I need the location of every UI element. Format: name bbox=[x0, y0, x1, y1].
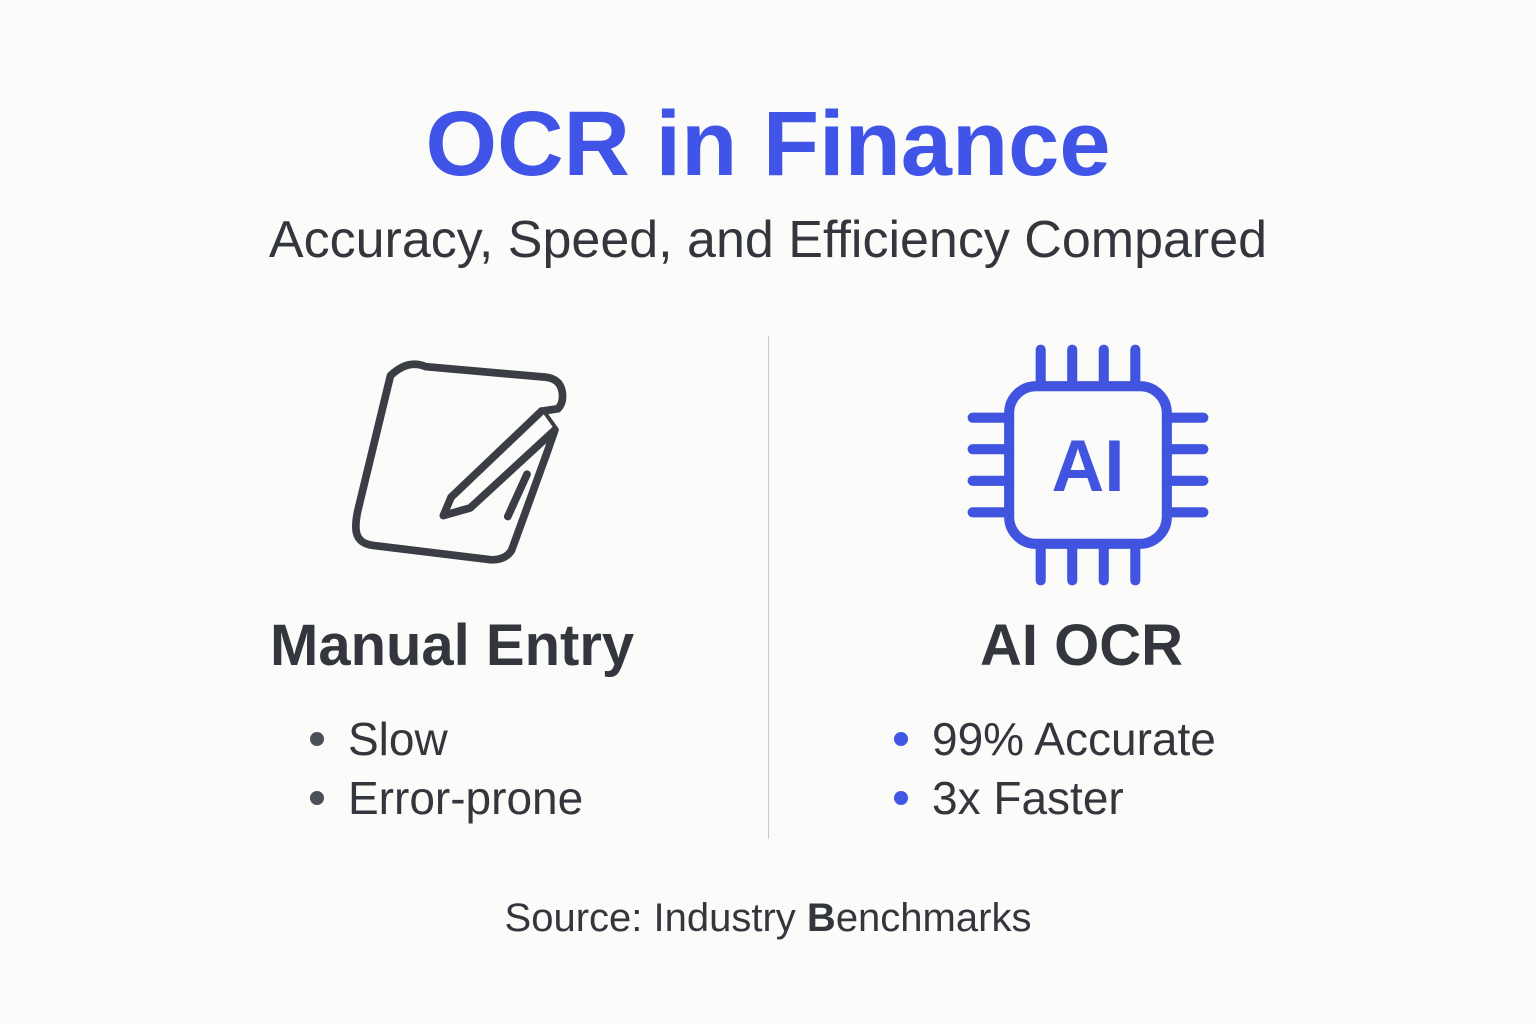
svg-text:AI: AI bbox=[1051, 426, 1124, 507]
